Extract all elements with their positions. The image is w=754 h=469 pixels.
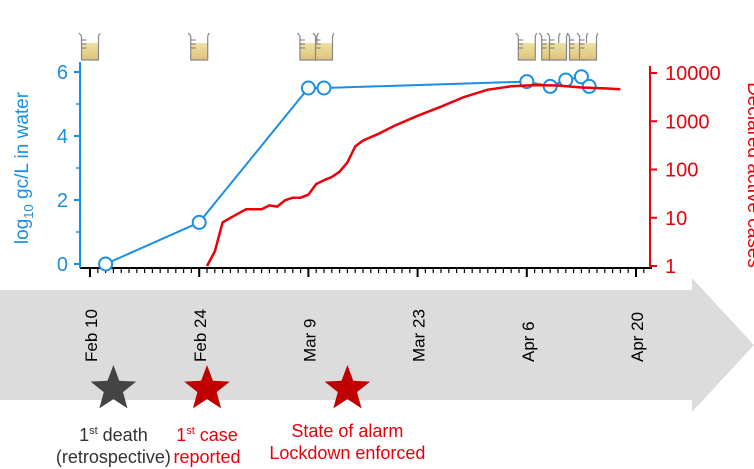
event-star (324, 365, 371, 409)
beaker-liquid (81, 43, 99, 60)
cases-line (205, 83, 621, 267)
beaker-icon (296, 32, 319, 61)
right-tick-label: 1000 (665, 111, 710, 133)
x-tick-label: Mar 9 (300, 319, 319, 362)
timeline-arrow-layer: Feb 10 Feb 24 Mar 9 Mar 23 Apr 6 Apr 20 (0, 278, 754, 412)
x-tick-label: Apr 6 (519, 321, 538, 362)
x-tick-label: Apr 20 (628, 312, 647, 362)
right-tick-label: 100 (665, 160, 698, 182)
water-point (191, 214, 207, 230)
event-label: 1st death (retrospective) (3, 420, 223, 468)
event-stars (90, 365, 371, 409)
beaker-liquid (315, 43, 333, 60)
event-star (184, 365, 230, 409)
right-tick-label: 1 (665, 256, 676, 278)
water-point (573, 69, 589, 85)
right-tick-label: 10000 (665, 63, 721, 85)
water-point (300, 80, 316, 96)
x-tick-label: Feb 10 (82, 309, 101, 362)
beaker-outline (312, 32, 335, 61)
beaker-icon (515, 32, 538, 61)
beaker-icon (576, 32, 599, 61)
beaker-icon (78, 32, 101, 61)
beaker-liquid (518, 43, 536, 60)
beaker-liquid (579, 43, 597, 60)
beaker-outline (296, 32, 319, 61)
sample-beakers (78, 32, 599, 61)
beaker-liquid (299, 43, 317, 60)
event-label-line2: reported (173, 447, 241, 467)
event-label: State of alarm Lockdown enforced (237, 420, 457, 464)
event-label-line1: 1st death (79, 425, 148, 445)
water-point (98, 256, 114, 272)
beaker-liquid (549, 43, 567, 60)
series-layer (98, 69, 621, 272)
beaker-liquid (190, 43, 208, 60)
water-point (316, 80, 332, 96)
left-tick-label: 4 (57, 126, 68, 148)
event-star (90, 365, 137, 409)
water-line (105, 75, 590, 265)
beaker-outline (566, 32, 589, 61)
timeline-arrow (0, 278, 754, 412)
beaker-outline (546, 32, 569, 61)
beaker-outline (515, 32, 538, 61)
right-tick-label: 10 (665, 208, 687, 230)
left-tick-label: 0 (57, 254, 68, 276)
event-label: 1st case reported (97, 420, 317, 468)
left-axis-label: log10 gc/L in water (12, 91, 36, 244)
beaker-outline (187, 32, 210, 61)
left-tick-label: 6 (57, 62, 68, 84)
beaker-icon (312, 32, 335, 61)
beaker-outline (576, 32, 599, 61)
event-label-line2: (retrospective) (55, 447, 171, 467)
event-label-line1: 1st case (176, 425, 238, 445)
event-label-line1: State of alarm (291, 421, 404, 441)
beaker-icon (187, 32, 210, 61)
x-tick-label: Mar 23 (410, 309, 429, 362)
beaker-outline (78, 32, 101, 61)
axes: 0 2 4 6 log10 gc/L in water 1 10 100 1000 10000 De… (12, 62, 754, 278)
left-tick-label: 2 (57, 190, 68, 212)
event-label-line2: Lockdown enforced (269, 443, 426, 463)
right-axis-label: Declared active cases (743, 82, 754, 268)
beaker-icon (546, 32, 569, 61)
x-tick-label: Feb 24 (191, 309, 210, 362)
